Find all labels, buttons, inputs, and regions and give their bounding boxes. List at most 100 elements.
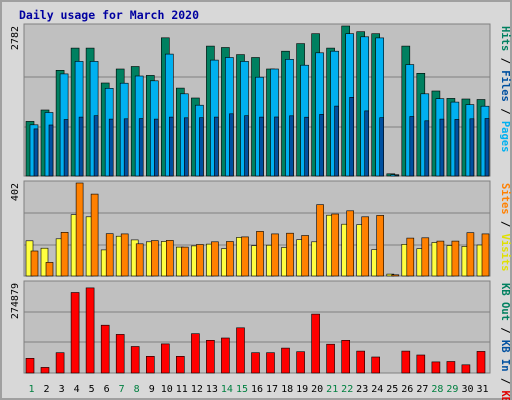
day-label-24: 24 bbox=[371, 384, 383, 395]
panel-2-legend: Sites / Visits bbox=[499, 183, 511, 272]
bar-kb-f-day-12 bbox=[191, 333, 200, 374]
bar-pages-day-13 bbox=[214, 116, 219, 177]
bar-pages-day-2 bbox=[48, 124, 54, 177]
day-label-7: 7 bbox=[119, 384, 125, 395]
bar-sites-day-9 bbox=[151, 240, 159, 277]
panel-3-ymax-label: 274879 bbox=[10, 283, 21, 319]
bar-pages-day-3 bbox=[63, 119, 69, 177]
panel-3-legend: KB Out / KB In / KB F bbox=[499, 283, 511, 400]
bar-pages-day-29 bbox=[454, 119, 460, 177]
legend-entry: Pages bbox=[499, 121, 511, 153]
bar-kb-f-day-1 bbox=[25, 357, 35, 374]
bar-sites-day-20 bbox=[316, 204, 324, 277]
bar-pages-day-25 bbox=[394, 175, 400, 177]
bar-pages-day-6 bbox=[108, 118, 114, 177]
bar-pages-day-8 bbox=[138, 118, 144, 177]
legend-entry: KB Out bbox=[499, 283, 511, 321]
bar-sites-day-17 bbox=[271, 233, 279, 277]
bar-sites-day-21 bbox=[331, 213, 339, 277]
day-label-31: 31 bbox=[476, 384, 488, 395]
day-label-25: 25 bbox=[386, 384, 398, 395]
bar-sites-day-30 bbox=[466, 232, 475, 277]
bar-pages-day-19 bbox=[304, 116, 309, 177]
legend-entry: KB F bbox=[499, 390, 511, 400]
bar-sites-day-10 bbox=[166, 240, 174, 277]
panel-1-legend: Hits / Files / Pages bbox=[499, 26, 511, 152]
bar-sites-day-12 bbox=[196, 244, 204, 277]
day-label-9: 9 bbox=[149, 384, 155, 395]
day-label-4: 4 bbox=[74, 384, 80, 395]
chart-title: Daily usage for March 2020 bbox=[19, 8, 199, 22]
day-label-2: 2 bbox=[43, 384, 49, 395]
bar-pages-day-31 bbox=[484, 118, 490, 177]
bar-sites-day-22 bbox=[346, 210, 355, 277]
bar-sites-day-8 bbox=[135, 243, 144, 277]
bar-sites-day-31 bbox=[481, 233, 490, 277]
bar-pages-day-17 bbox=[274, 116, 279, 177]
legend-entry: Hits bbox=[499, 26, 511, 51]
bar-pages-day-27 bbox=[424, 120, 430, 177]
bar-sites-day-13 bbox=[211, 241, 219, 277]
bar-sites-day-18 bbox=[286, 232, 294, 277]
day-label-30: 30 bbox=[461, 384, 473, 395]
day-label-23: 23 bbox=[356, 384, 368, 395]
day-label-15: 15 bbox=[236, 384, 248, 395]
bar-kb-f-day-3 bbox=[55, 352, 65, 374]
legend-entry: / bbox=[499, 102, 511, 121]
day-label-27: 27 bbox=[416, 384, 428, 395]
bar-sites-day-27 bbox=[421, 237, 430, 277]
bar-kb-f-day-17 bbox=[266, 352, 275, 374]
bar-pages-day-10 bbox=[169, 116, 174, 177]
bar-kb-f-day-8 bbox=[130, 346, 140, 374]
day-label-1: 1 bbox=[28, 384, 34, 395]
bar-sites-day-11 bbox=[181, 246, 189, 277]
day-label-14: 14 bbox=[221, 384, 233, 395]
bar-kb-f-day-30 bbox=[461, 364, 471, 374]
bar-sites-day-2 bbox=[45, 262, 54, 277]
day-label-10: 10 bbox=[161, 384, 173, 395]
bar-pages-day-9 bbox=[154, 118, 159, 177]
day-label-13: 13 bbox=[206, 384, 218, 395]
bar-sites-day-29 bbox=[451, 240, 460, 277]
bar-kb-f-day-10 bbox=[161, 343, 170, 374]
bar-kb-f-day-20 bbox=[311, 313, 320, 374]
bar-kb-f-day-23 bbox=[356, 350, 366, 374]
bar-sites-day-14 bbox=[226, 241, 234, 277]
day-label-17: 17 bbox=[266, 384, 278, 395]
bar-kb-f-day-29 bbox=[446, 361, 456, 374]
bar-pages-day-1 bbox=[33, 128, 39, 177]
bar-sites-day-1 bbox=[30, 250, 39, 277]
bar-kb-f-day-2 bbox=[40, 367, 50, 374]
bar-kb-f-day-13 bbox=[206, 339, 215, 374]
bar-sites-day-19 bbox=[301, 235, 309, 277]
legend-entry: Sites bbox=[499, 183, 511, 215]
bar-kb-f-day-26 bbox=[401, 350, 411, 374]
day-label-22: 22 bbox=[341, 384, 353, 395]
day-label-8: 8 bbox=[134, 384, 140, 395]
bar-pages-day-4 bbox=[78, 116, 84, 177]
bar-pages-day-5 bbox=[93, 115, 99, 177]
bar-kb-f-day-14 bbox=[221, 337, 230, 374]
bar-pages-day-21 bbox=[334, 105, 339, 177]
bar-kb-f-day-31 bbox=[476, 351, 486, 374]
bar-kb-f-day-28 bbox=[431, 361, 441, 374]
bar-sites-day-23 bbox=[361, 216, 370, 277]
legend-entry: KB In bbox=[499, 340, 511, 372]
bar-kb-f-day-21 bbox=[326, 343, 335, 374]
bar-kb-f-day-19 bbox=[296, 351, 305, 374]
bar-pages-day-15 bbox=[244, 115, 249, 177]
legend-entry: / bbox=[499, 321, 511, 340]
legend-entry: Visits bbox=[499, 234, 511, 272]
bar-kb-f-day-9 bbox=[146, 355, 155, 374]
bar-sites-day-16 bbox=[256, 231, 264, 277]
bar-pages-day-12 bbox=[199, 117, 204, 177]
bar-pages-day-14 bbox=[229, 113, 234, 177]
bar-pages-day-11 bbox=[184, 117, 189, 177]
bar-kb-f-day-22 bbox=[341, 339, 351, 374]
bar-kb-f-day-7 bbox=[115, 334, 125, 374]
bar-sites-day-4 bbox=[75, 182, 84, 277]
bar-sites-day-3 bbox=[60, 232, 69, 277]
bar-pages-day-18 bbox=[289, 115, 294, 177]
panel-1-ymax-label: 2782 bbox=[10, 26, 21, 50]
